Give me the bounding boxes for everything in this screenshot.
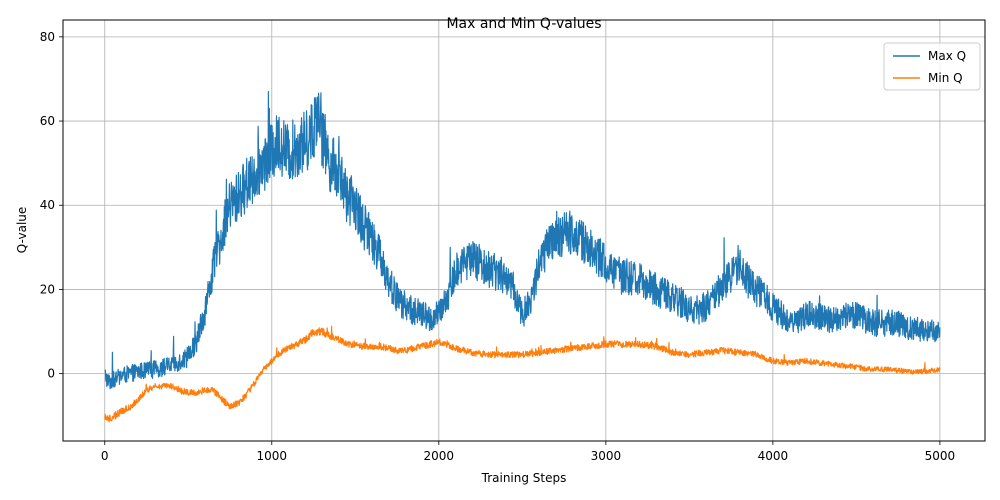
legend-label-max-q: Max Q xyxy=(928,49,966,63)
legend: Max Q Min Q xyxy=(883,42,981,91)
series-line-min-q xyxy=(104,325,941,423)
chart-title: Max and Min Q-values xyxy=(446,16,601,32)
y-tick-label: 0 xyxy=(47,367,55,381)
legend-label-min-q: Min Q xyxy=(928,71,963,85)
ticks: 0 1000 2000 3000 4000 5000 0 20 40 60 80 xyxy=(40,30,955,463)
plot-frame xyxy=(62,19,986,442)
y-axis-label: Q-value xyxy=(15,207,29,254)
x-tick-label: 3000 xyxy=(591,449,622,463)
x-axis-label: Training Steps xyxy=(481,471,567,485)
y-tick-label: 60 xyxy=(40,114,55,128)
series-line-max-q xyxy=(104,90,941,390)
y-tick-label: 80 xyxy=(40,30,55,44)
x-tick-label: 0 xyxy=(101,449,109,463)
series-layer xyxy=(104,90,941,423)
x-tick-label: 1000 xyxy=(257,449,288,463)
x-tick-label: 2000 xyxy=(424,449,455,463)
y-tick-label: 40 xyxy=(40,198,55,212)
x-tick-label: 5000 xyxy=(925,449,956,463)
x-tick-label: 4000 xyxy=(758,449,789,463)
y-tick-label: 20 xyxy=(40,282,55,296)
